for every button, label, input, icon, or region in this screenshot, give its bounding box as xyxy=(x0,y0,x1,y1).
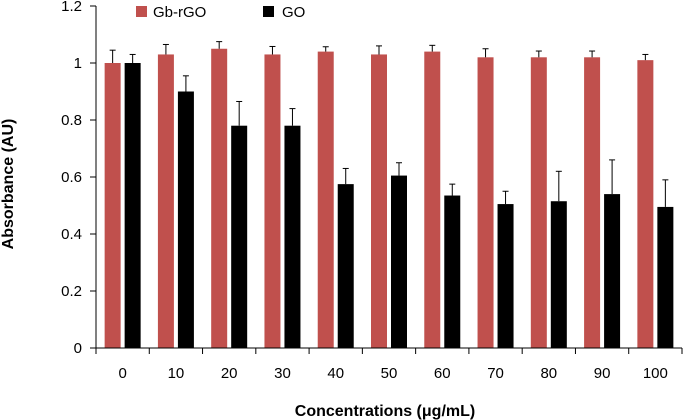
bar-go xyxy=(497,204,514,348)
y-axis-title: Absorbance (AU) xyxy=(0,119,17,250)
legend-swatch-go xyxy=(263,6,274,17)
y-tick-label: 1 xyxy=(74,55,82,72)
y-tick-label: 0.4 xyxy=(61,226,82,243)
bar-go xyxy=(284,125,301,348)
x-tick-label: 80 xyxy=(540,365,557,382)
bar-go xyxy=(391,175,407,348)
bar-gb-rgo xyxy=(104,63,121,348)
y-ticks-group: 0 0.2 0.4 0.6 0.8 1 1.2 xyxy=(61,0,96,357)
error-bars-group xyxy=(109,41,669,207)
bar-gb-rgo xyxy=(157,54,174,348)
bar-go xyxy=(657,206,674,348)
bar-go xyxy=(550,201,567,348)
y-tick-label: 0 xyxy=(74,340,82,357)
y-tick-label: 1.2 xyxy=(61,0,82,15)
x-tick-label: 90 xyxy=(594,365,611,382)
x-tick-label: 10 xyxy=(168,365,185,382)
x-tick-label: 70 xyxy=(487,365,504,382)
bar-gb-rgo xyxy=(211,48,228,348)
bar-go xyxy=(444,195,461,348)
bar-go xyxy=(337,184,354,348)
bar-gb-rgo xyxy=(477,57,494,349)
legend-label-go: GO xyxy=(282,4,305,21)
y-tick-label: 0.6 xyxy=(61,169,82,186)
x-tick-label: 0 xyxy=(118,365,126,382)
bar-go xyxy=(177,91,194,348)
x-tick-label: 50 xyxy=(381,365,398,382)
bar-gb-rgo xyxy=(317,51,334,348)
y-tick-label: 0.2 xyxy=(61,283,82,300)
bar-go xyxy=(604,194,621,348)
bar-gb-rgo xyxy=(530,57,547,349)
bar-go xyxy=(231,125,248,348)
x-tick-label: 60 xyxy=(434,365,451,382)
x-ticks-group: 0 10 20 30 40 50 60 70 80 90 100 xyxy=(95,348,683,382)
x-tick-label: 30 xyxy=(274,365,291,382)
x-tick-label: 20 xyxy=(221,365,238,382)
x-axis-title: Concentrations (μg/mL) xyxy=(295,403,475,420)
x-tick-label: 100 xyxy=(643,365,668,382)
y-tick-label: 0.8 xyxy=(61,112,82,129)
bar-go xyxy=(124,63,141,348)
bar-gb-rgo xyxy=(424,51,441,348)
legend: Gb-rGO GO xyxy=(136,4,305,21)
bar-gb-rgo xyxy=(371,54,387,348)
legend-swatch-gb-rgo xyxy=(136,6,147,17)
bars-group xyxy=(104,48,674,349)
bar-gb-rgo xyxy=(637,60,654,349)
bar-gb-rgo xyxy=(584,57,601,349)
legend-label-gb-rgo: Gb-rGO xyxy=(153,4,206,21)
bar-gb-rgo xyxy=(264,54,281,348)
x-tick-label: 40 xyxy=(327,365,344,382)
